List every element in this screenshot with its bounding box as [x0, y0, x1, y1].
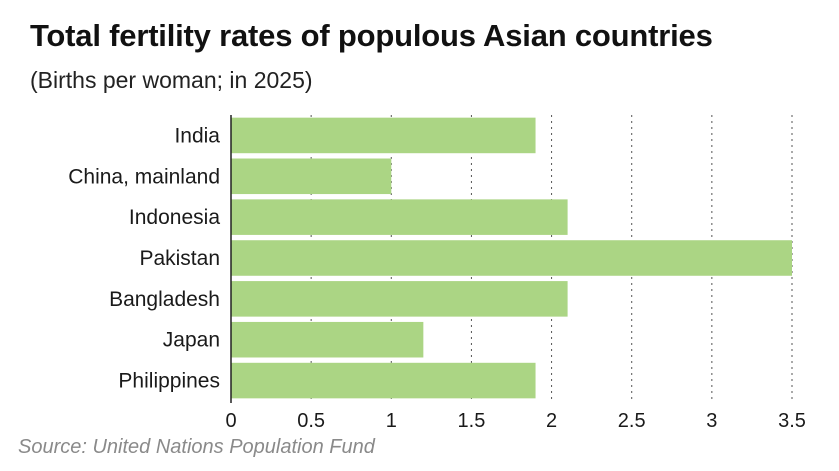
x-tick-label: 1	[386, 410, 397, 432]
category-label: Japan	[163, 329, 220, 352]
category-label: Philippines	[118, 370, 220, 393]
x-axis-ticks: 0 0.5 1 1.5 2 2.5 3 3.5	[225, 410, 805, 432]
source-note: Source: United Nations Population Fund	[18, 436, 375, 458]
category-label: Indonesia	[129, 206, 220, 229]
category-label: Bangladesh	[109, 288, 220, 311]
category-labels: India China, mainland Indonesia Pakistan Ban…	[68, 124, 220, 392]
x-tick-label: 2.5	[618, 410, 646, 432]
bar-china-mainland	[231, 158, 392, 195]
x-tick-label: 1.5	[458, 410, 486, 432]
chart-title: Total fertility rates of populous Asian …	[30, 18, 713, 53]
bar-pakistan	[231, 240, 792, 276]
bars	[231, 117, 792, 399]
x-tick-label: 0	[225, 410, 236, 432]
category-label: China, mainland	[68, 165, 220, 188]
bar-bangladesh	[231, 281, 568, 317]
bar-philippines	[231, 362, 536, 399]
bar-indonesia	[231, 199, 568, 235]
bar-japan	[231, 321, 424, 358]
category-label: India	[174, 124, 220, 147]
bar-india	[231, 117, 536, 154]
category-label: Pakistan	[139, 247, 220, 270]
x-tick-label: 3.5	[778, 410, 806, 432]
x-tick-label: 3	[706, 410, 717, 432]
x-tick-label: 2	[546, 410, 557, 432]
chart-subtitle: (Births per woman; in 2025)	[30, 67, 313, 93]
x-tick-label: 0.5	[297, 410, 325, 432]
